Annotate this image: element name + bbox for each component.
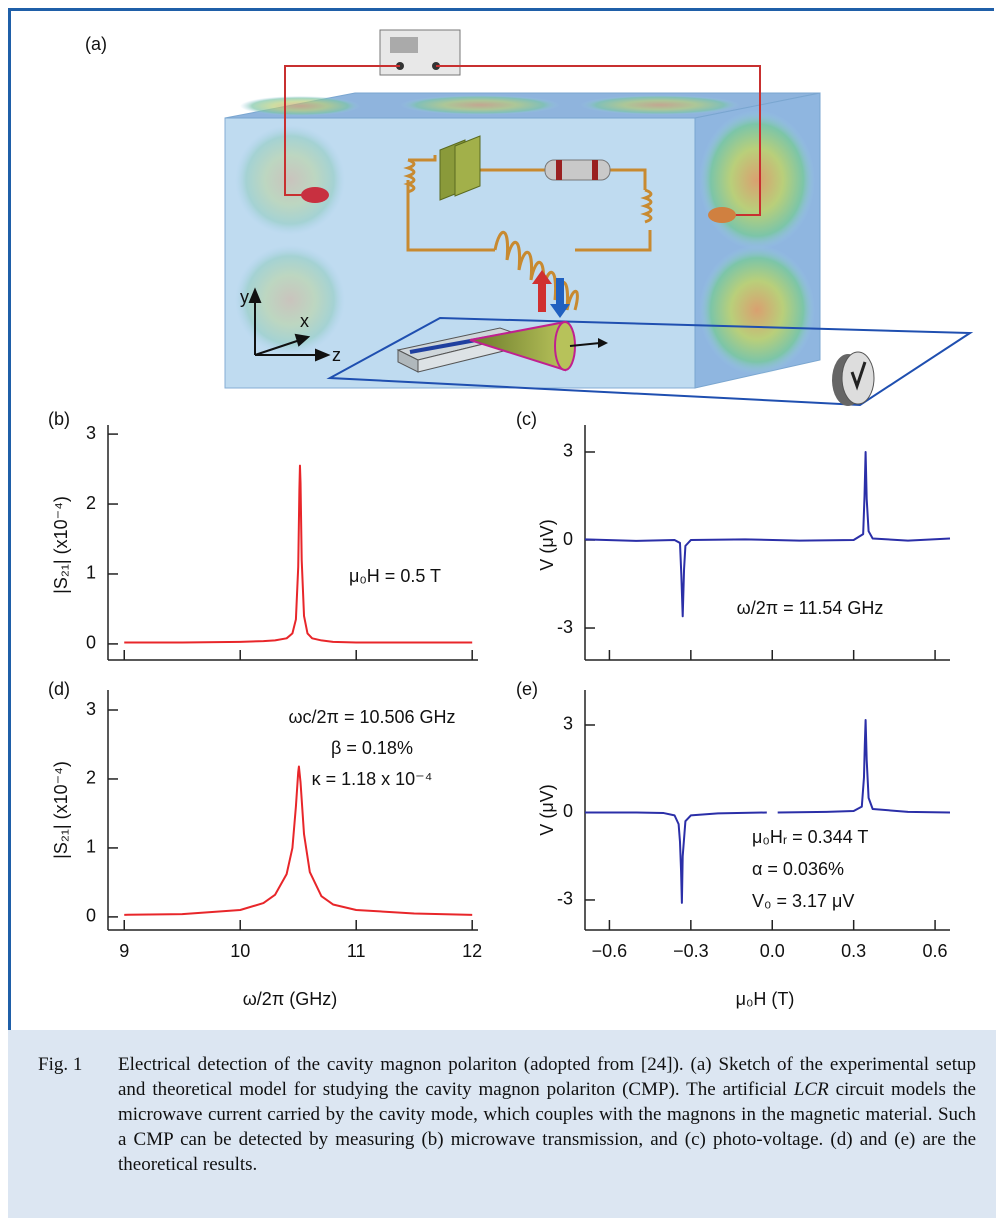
panel-label: (a) (85, 34, 107, 54)
annotation: β = 0.18% (331, 738, 413, 758)
caption-text: Electrical detection of the cavity magno… (118, 1052, 976, 1177)
wire (436, 65, 761, 216)
field-pattern (235, 125, 345, 235)
coil (403, 158, 416, 194)
y-tick-label: 2 (86, 768, 96, 788)
field-pattern (240, 96, 360, 116)
field-pattern (235, 245, 345, 355)
figure-frame (8, 8, 994, 1030)
x-tick-label: −0.6 (592, 941, 628, 961)
source-screen (390, 37, 418, 53)
annotation: α = 0.036% (752, 859, 844, 879)
field-pattern (580, 95, 740, 115)
x-tick-label: 12 (462, 941, 482, 961)
y-tick-label: 3 (563, 714, 573, 734)
y-tick-label: 0 (86, 906, 96, 926)
panel-label: (c) (516, 409, 537, 429)
coil (493, 230, 579, 311)
y-tick-label: 0 (563, 529, 573, 549)
data-line (584, 450, 951, 618)
annotation: μ₀Hᵣ = 0.344 T (752, 827, 868, 847)
axis-name: z (332, 345, 341, 365)
annotation: V₀ = 3.17 μV (752, 891, 854, 911)
plane (326, 316, 974, 407)
caption: Fig. 1 Electrical detection of the cavit… (8, 1030, 996, 1218)
y-tick-label: 3 (86, 699, 96, 719)
annotation: μ₀H = 0.5 T (349, 566, 441, 586)
y-axis-label: |S₂₁| (x10⁻⁴) (51, 496, 71, 594)
y-axis-label: V (μV) (537, 784, 557, 835)
x-tick-label: 10 (230, 941, 250, 961)
caption-segment: circuit models the microwave current car… (118, 1079, 976, 1175)
y-tick-label: 3 (563, 441, 573, 461)
coil (640, 188, 653, 224)
capacitor (454, 135, 481, 197)
y-tick-label: -3 (557, 617, 573, 637)
wire (284, 65, 400, 196)
x-tick-label: −0.3 (673, 941, 709, 961)
annotation: ωc/2π = 10.506 GHz (288, 707, 455, 727)
axis-name: x (300, 311, 309, 331)
data-line (124, 464, 473, 644)
setup-sketch: (a) y x z (85, 29, 974, 407)
x-tick-label: 11 (347, 941, 366, 961)
x-axis-label: ω/2π (GHz) (243, 989, 337, 1009)
y-tick-label: 0 (86, 633, 96, 653)
arrow-down (556, 278, 564, 306)
y-tick-label: 0 (563, 801, 573, 821)
connector (301, 187, 329, 203)
y-axis-label: |S₂₁| (x10⁻⁴) (51, 761, 71, 859)
caption-italic: LCR (793, 1079, 829, 1100)
axis-name: y (240, 287, 249, 307)
y-tick-label: 2 (86, 493, 96, 513)
field-pattern (400, 95, 560, 115)
field-pattern (699, 110, 815, 250)
circuit (575, 230, 652, 252)
panel-label: (e) (516, 679, 538, 699)
y-axis-label: V (μV) (537, 519, 557, 570)
circuit (406, 180, 495, 252)
field-pattern (699, 245, 815, 375)
annotation: ω/2π = 11.54 GHz (737, 598, 884, 618)
y-tick-label: 1 (86, 563, 96, 583)
panel-label: (b) (48, 409, 70, 429)
annotation: κ = 1.18 x 10⁻⁴ (312, 769, 433, 789)
x-tick-label: 9 (119, 941, 129, 961)
y-tick-label: -3 (557, 889, 573, 909)
axes-triad (248, 287, 331, 362)
x-tick-label: 0.3 (841, 941, 866, 961)
panel-label: (d) (48, 679, 70, 699)
data-line (585, 719, 951, 904)
connector (708, 207, 736, 223)
caption-segment: Electrical detection of the cavity magno… (118, 1054, 976, 1100)
caption-label: Fig. 1 (38, 1054, 83, 1075)
y-tick-label: 3 (86, 423, 96, 443)
y-tick-label: 1 (86, 837, 96, 857)
arrow-up (538, 282, 546, 312)
data-line (124, 765, 473, 916)
x-axis-label: μ₀H (T) (736, 989, 795, 1009)
x-tick-label: 0.6 (923, 941, 948, 961)
resistor (544, 159, 611, 181)
x-tick-label: 0.0 (760, 941, 785, 961)
